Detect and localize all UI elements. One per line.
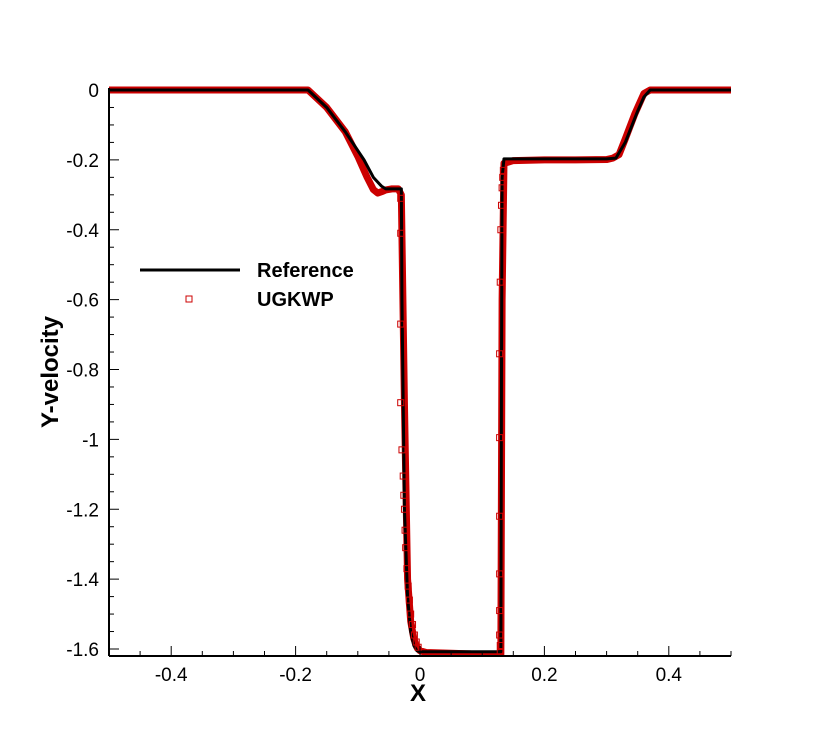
- y-tick-label: -1.6: [66, 640, 99, 661]
- ugkwp-series-band: [109, 86, 731, 656]
- ugkwp-marker: [496, 570, 504, 578]
- ugkwp-marker: [496, 607, 504, 615]
- tick-labels: -0.4 -0.2 0 0.2 0.4 0 -0.2 -0.4 -0.6 -0.8 -1 -1.2 -1…: [66, 81, 682, 686]
- ugkwp-marker: [397, 320, 405, 328]
- ugkwp-marker: [414, 643, 422, 651]
- ugkwp-marker: [496, 512, 504, 520]
- axes: [108, 88, 731, 657]
- ugkwp-marker: [405, 596, 413, 604]
- y-tick-label: -1: [82, 430, 99, 451]
- ugkwp-marker: [497, 226, 505, 234]
- y-tick-label: -0.4: [66, 221, 99, 242]
- ugkwp-marker: [410, 631, 418, 639]
- ugkwp-marker: [412, 638, 420, 646]
- ugkwp-marker: [397, 229, 405, 237]
- ugkwp-marker: [397, 194, 405, 202]
- y-tick-label: -0.6: [66, 291, 99, 312]
- series-layer: [109, 86, 731, 656]
- legend: Reference UGKWP: [140, 260, 354, 311]
- ugkwp-marker: [409, 621, 417, 629]
- legend-ugkwp-marker: [185, 295, 193, 303]
- x-axis-title: X: [410, 680, 426, 707]
- ugkwp-marker: [496, 350, 504, 358]
- ugkwp-marker: [496, 278, 504, 286]
- y-tick-label: 0: [88, 81, 99, 102]
- y-tick-label: -1.2: [66, 500, 99, 521]
- ugkwp-marker: [399, 472, 407, 480]
- y-tick-label: -0.8: [66, 361, 99, 382]
- x-tick-label: -0.4: [155, 665, 188, 686]
- ugkwp-marker: [499, 166, 507, 174]
- ugkwp-marker: [496, 434, 504, 442]
- ugkwp-marker: [402, 544, 410, 552]
- tick-marks: [108, 89, 732, 656]
- ugkwp-marker: [398, 446, 406, 454]
- legend-reference-label: Reference: [257, 260, 354, 282]
- ugkwp-marker: [407, 610, 415, 618]
- x-tick-label: 0.4: [656, 665, 683, 686]
- ugkwp-marker: [403, 565, 411, 573]
- ugkwp-marker: [397, 399, 405, 407]
- x-tick-label: 0.2: [531, 665, 557, 686]
- ugkwp-marker: [400, 505, 408, 513]
- x-tick-label: -0.2: [279, 665, 312, 686]
- ugkwp-marker: [496, 631, 504, 639]
- ugkwp-marker: [400, 491, 408, 499]
- x-tick-label: 0: [415, 665, 426, 686]
- ugkwp-marker: [499, 173, 507, 181]
- ugkwp-marker: [497, 201, 505, 209]
- ugkwp-marker: [401, 526, 409, 534]
- ugkwp-marker: [498, 184, 506, 192]
- ugkwp-marker: [496, 642, 504, 650]
- y-axis-title: Y-velocity: [37, 315, 64, 428]
- y-tick-label: -0.2: [66, 151, 99, 172]
- legend-ugkwp-label: UGKWP: [257, 289, 334, 311]
- reference-series-line: [109, 88, 731, 654]
- y-tick-label: -1.4: [66, 570, 99, 591]
- ugkwp-marker: [404, 582, 412, 590]
